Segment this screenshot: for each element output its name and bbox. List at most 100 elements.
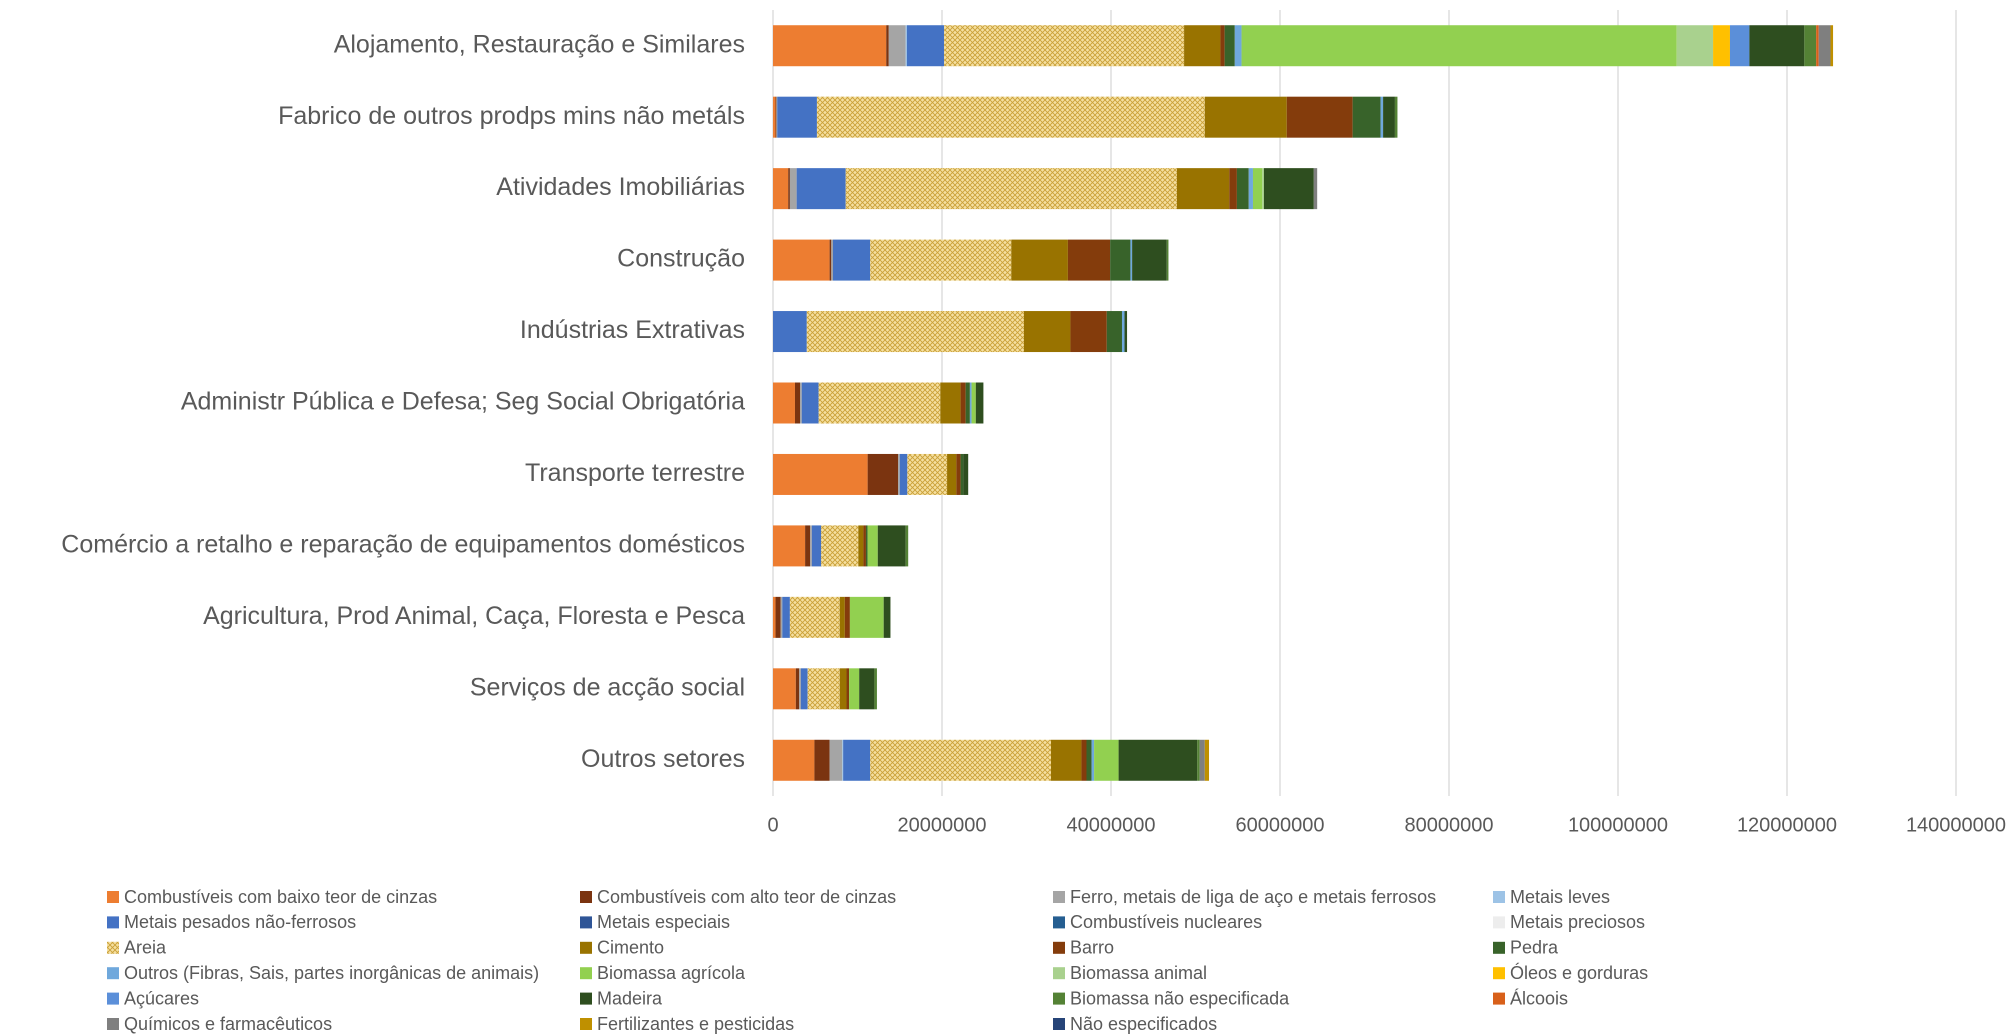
bar-segment: [814, 739, 830, 781]
legend-swatch: [107, 891, 119, 903]
bar-segment: [870, 739, 1052, 781]
bar-segment: [1313, 168, 1318, 210]
category-label: Outros setores: [581, 745, 745, 773]
bar-segment: [870, 239, 1012, 281]
bar-segment: [773, 96, 776, 138]
bar-segment: [1081, 739, 1087, 781]
legend-swatch: [1493, 891, 1505, 903]
legend-label: Óleos e gorduras: [1510, 962, 1648, 983]
legend-swatch: [1053, 891, 1065, 903]
legend-swatch: [1053, 916, 1065, 929]
bar-segment: [794, 382, 801, 424]
bar-segment: [806, 311, 1024, 353]
category-label: Atividades Imobiliárias: [496, 173, 745, 201]
bar-segment: [810, 525, 812, 567]
bar-segment: [1676, 25, 1714, 67]
bar-segment: [1197, 739, 1200, 781]
legend-swatch: [107, 916, 119, 929]
bar-segment: [818, 382, 941, 424]
legend-label: Combustíveis com baixo teor de cinzas: [124, 887, 437, 907]
bar-segment: [944, 25, 1185, 67]
bar-segment: [1118, 739, 1198, 781]
bar-segment: [859, 668, 875, 710]
bar-segment: [1804, 25, 1817, 67]
bar-segment: [886, 25, 889, 67]
bar-segment: [947, 453, 957, 495]
legend-swatch: [1053, 992, 1065, 1005]
bar-segment: [1204, 739, 1210, 781]
bar-segment: [773, 382, 795, 424]
bar-segment: [799, 668, 801, 710]
bar-segment: [905, 25, 907, 67]
bar-segment: [1248, 168, 1253, 210]
legend-swatch: [1493, 941, 1505, 954]
bar-segment: [1252, 168, 1263, 210]
bar-segment: [975, 382, 984, 424]
bar-segment: [844, 596, 850, 638]
bar-segment: [1830, 25, 1834, 67]
bar-segment: [773, 168, 789, 210]
bar-segment: [773, 525, 806, 567]
legend-label: Ferro, metais de liga de aço e metais fe…: [1070, 887, 1436, 907]
x-tick-label: 60000000: [1236, 814, 1325, 836]
bar-segment: [842, 739, 844, 781]
category-label: Alojamento, Restauração e Similares: [334, 30, 745, 58]
legend-label: Metais especiais: [597, 912, 730, 932]
bar-segment: [1729, 25, 1750, 67]
bar-segment: [816, 96, 1205, 138]
bar-segment: [800, 668, 808, 710]
legend-swatch: [1493, 916, 1505, 929]
bar-segment: [1818, 25, 1831, 67]
bar-segment: [888, 25, 906, 67]
bar-segment: [877, 525, 906, 567]
bar-segment: [839, 668, 847, 710]
bar-segment: [1204, 96, 1287, 138]
bar-segment: [969, 382, 972, 424]
category-label: Agricultura, Prod Animal, Caça, Floresta…: [203, 602, 745, 630]
legend-label: Metais pesados não-ferrosos: [124, 912, 356, 932]
legend-label: Cimento: [597, 938, 664, 958]
bar-segment: [849, 668, 860, 710]
bar-segment: [775, 596, 781, 638]
legend-swatch: [580, 1018, 592, 1030]
bar-segment: [1749, 25, 1805, 67]
legend-label: Areia: [124, 938, 167, 958]
bar-segment: [773, 739, 815, 781]
bar-segment: [1241, 25, 1677, 67]
bar-segment: [940, 382, 961, 424]
bar-segment: [865, 525, 868, 567]
bar-segment: [1184, 25, 1221, 67]
bar-segment: [960, 453, 964, 495]
bar-segment: [1380, 96, 1384, 138]
legend-swatch: [1493, 992, 1505, 1005]
legend-swatch: [107, 941, 119, 954]
legend-swatch: [580, 967, 592, 980]
bar-segment: [780, 596, 783, 638]
legend-label: Açúcares: [124, 988, 199, 1008]
bar-segment: [829, 239, 832, 281]
bar-segment: [971, 382, 976, 424]
bar-segment: [905, 525, 909, 567]
bar-segment: [788, 168, 790, 210]
bar-segment: [1263, 168, 1314, 210]
bar-segment: [906, 25, 945, 67]
bar-segment: [1091, 739, 1095, 781]
bar-segment: [867, 525, 878, 567]
legend-label: Metais preciosos: [1510, 912, 1645, 932]
bar-segment: [898, 453, 900, 495]
legend-label: Biomassa agrícola: [597, 963, 746, 983]
bar-segment: [773, 25, 887, 67]
bar-segment: [849, 596, 884, 638]
legend-label: Álcoois: [1510, 988, 1568, 1008]
bar-segment: [1713, 25, 1730, 67]
x-tick-label: 140000000: [1906, 814, 2006, 836]
bar-segment: [1383, 96, 1395, 138]
category-label: Indústrias Extrativas: [520, 316, 745, 344]
bar-segment: [805, 525, 811, 567]
bar-segment: [965, 382, 970, 424]
bar-segment: [773, 453, 868, 495]
bar-segment: [1236, 168, 1249, 210]
bar-segment: [1124, 311, 1128, 353]
x-tick-label: 80000000: [1405, 814, 1494, 836]
